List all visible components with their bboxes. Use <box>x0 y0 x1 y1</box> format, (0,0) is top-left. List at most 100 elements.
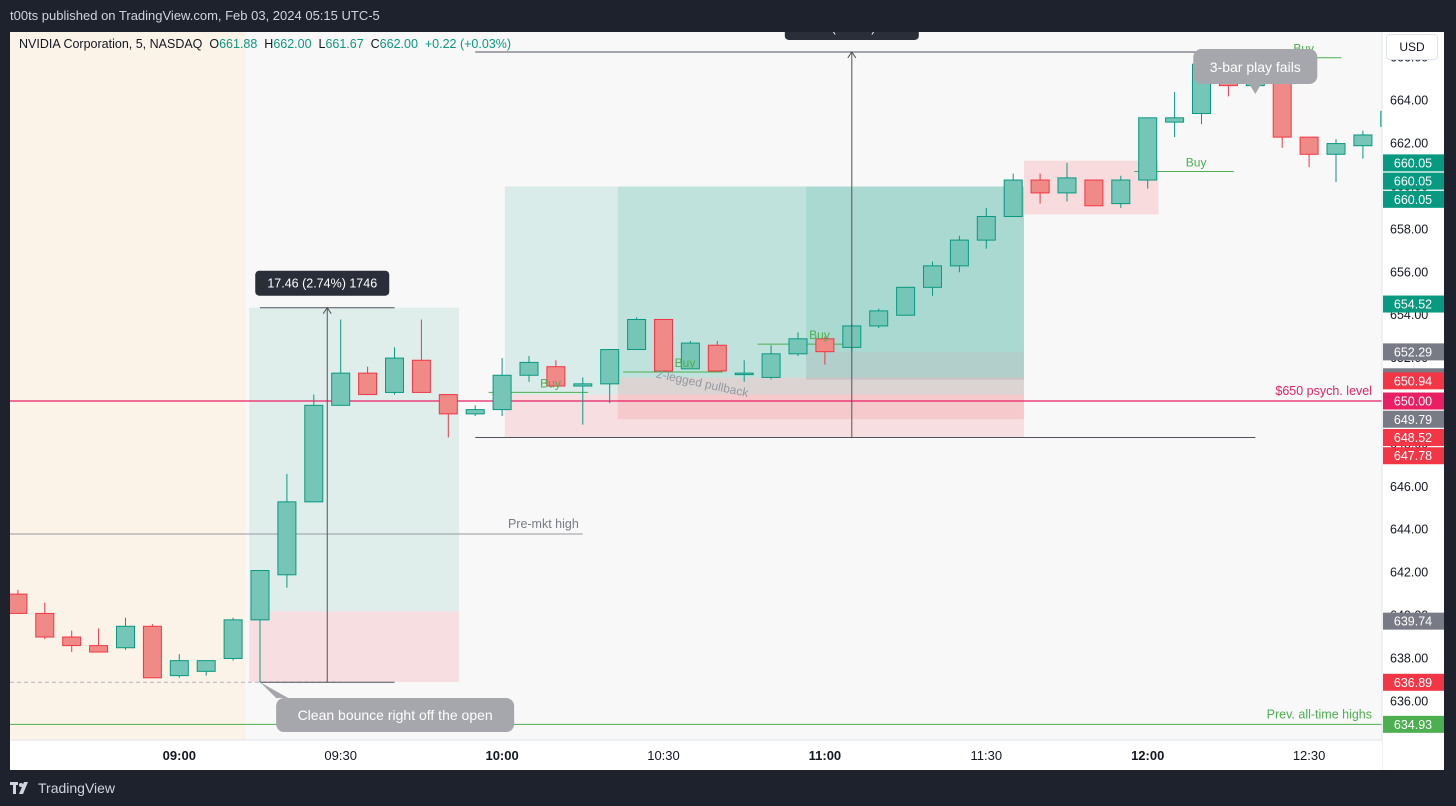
measure-label: 17.46 (2.74%) 1746 <box>267 277 377 291</box>
candle-body <box>923 265 942 288</box>
price-badge <box>1383 612 1444 630</box>
price-tick-label: 638.00 <box>1390 651 1428 665</box>
currency-button[interactable]: USD <box>1386 34 1438 60</box>
candle-up <box>869 308 889 329</box>
candle-down <box>1299 136 1319 168</box>
price-badge-label: 647.78 <box>1394 449 1432 463</box>
candle-up <box>923 261 942 296</box>
candle-up <box>680 340 700 370</box>
candle-up <box>492 358 512 417</box>
callout-pointer <box>1249 84 1262 94</box>
candle-body <box>35 612 55 638</box>
candle-up <box>949 235 969 273</box>
price-badge-label: 660.05 <box>1394 193 1432 207</box>
candle-body <box>169 660 189 677</box>
candle-down <box>438 394 458 438</box>
candle-body <box>1111 179 1131 205</box>
price-badge <box>1383 673 1444 691</box>
callout-box <box>276 698 515 733</box>
footer: TradingView <box>0 770 1456 806</box>
candle-body <box>465 409 485 415</box>
candle-body <box>196 660 216 672</box>
candle-body <box>1165 117 1185 123</box>
low-value: 661.67 <box>325 37 364 51</box>
buy-signal-label: Buy <box>809 328 830 342</box>
candle-body <box>788 338 808 355</box>
callout-three-bar: 3-bar play fails <box>1193 49 1318 94</box>
price-badge-label: 652.29 <box>1394 345 1432 359</box>
measure-tools: 17.46 (2.74%) 1746 17.97 (2.77%) 1797 <box>255 32 1256 683</box>
candle-body <box>546 366 566 387</box>
callout-pointer <box>260 682 289 699</box>
callout-clean-bounce: Clean bounce right off the open <box>260 682 515 733</box>
price-tick-label: 636.00 <box>1390 694 1428 708</box>
candle-body <box>573 383 593 387</box>
prev-ath-label: Prev. all-time highs <box>1267 707 1372 721</box>
candle-up <box>304 394 324 503</box>
candle-up <box>1111 175 1131 208</box>
candle-down <box>142 624 162 679</box>
candle-body <box>1084 179 1104 207</box>
price-badge <box>1383 172 1444 190</box>
change-value: +0.22 (+0.03%) <box>424 37 512 51</box>
tradingview-logo[interactable]: TradingView <box>10 770 115 806</box>
price-tick-label: 642.00 <box>1390 566 1428 580</box>
time-tick-label: 10:30 <box>647 748 680 763</box>
candle-down <box>358 366 378 396</box>
candle-down <box>10 589 28 614</box>
long-4-stop-zone <box>806 351 1024 380</box>
price-badge-label: 654.52 <box>1394 298 1432 312</box>
candle-down <box>1030 173 1050 204</box>
candle-body <box>654 318 673 372</box>
time-axis[interactable]: 09:00 09:30 10:00 10:30 11:00 11:30 12:00 12:30… <box>10 739 1444 770</box>
candle-body <box>1272 74 1292 138</box>
candle-up <box>169 654 189 678</box>
candle-down <box>35 602 55 640</box>
long-4-target-zone <box>806 186 1024 352</box>
high-label: H <box>264 37 274 51</box>
price-badge-label: 650.94 <box>1394 374 1432 388</box>
candle-up <box>223 617 243 661</box>
buy-signal-label: Buy <box>540 376 561 390</box>
candle-body <box>1299 136 1319 155</box>
time-tick-label: 11:30 <box>971 748 1003 763</box>
price-badge <box>1383 715 1444 733</box>
price-badge <box>1383 410 1444 428</box>
price-tick-label: 644.00 <box>1390 523 1428 537</box>
price-badge <box>1383 447 1444 465</box>
price-badge-label: 636.89 <box>1394 676 1432 690</box>
candle-body <box>250 570 270 621</box>
candle-body <box>62 636 82 647</box>
open-value: 661.88 <box>219 37 258 51</box>
candle-up <box>1326 139 1346 183</box>
chart-pane[interactable]: 17.46 (2.74%) 1746 17.97 (2.77%) 1797 $65… <box>10 32 1444 770</box>
candle-body <box>680 342 700 370</box>
candle-up <box>250 570 270 683</box>
candle-body <box>869 310 889 327</box>
candle-up <box>385 347 404 395</box>
measure-label: 17.97 (2.77%) 1797 <box>797 32 907 35</box>
price-tick-label: 656.00 <box>1390 265 1428 279</box>
candle-up <box>734 360 754 382</box>
long-3-stop-zone <box>617 377 1024 420</box>
close-label: C <box>370 37 380 51</box>
candle-down <box>62 630 82 653</box>
candlestick-chart[interactable]: 17.46 (2.74%) 1746 17.97 (2.77%) 1797 $65… <box>10 32 1444 770</box>
candle-body <box>438 394 458 415</box>
candle-up <box>1353 130 1373 159</box>
premarket-high-label: Pre-mkt high <box>508 517 579 531</box>
candle-up <box>1003 173 1023 218</box>
buy-signal-label: Buy <box>1186 155 1207 169</box>
price-axis[interactable]: 636.00638.00640.00642.00644.00646.00648.… <box>1381 32 1444 770</box>
candle-up <box>976 207 996 249</box>
candle-up <box>519 355 539 382</box>
time-tick-label: 10:00 <box>485 748 518 763</box>
candle-up <box>788 332 808 356</box>
price-tick-label: 658.00 <box>1390 222 1428 236</box>
long-1-stop-zone <box>249 611 460 683</box>
candle-body <box>277 501 297 576</box>
measure-arrow <box>322 306 332 314</box>
long-2-stop-zone <box>504 394 1024 438</box>
candle-up <box>196 660 216 676</box>
price-badge <box>1383 154 1444 172</box>
